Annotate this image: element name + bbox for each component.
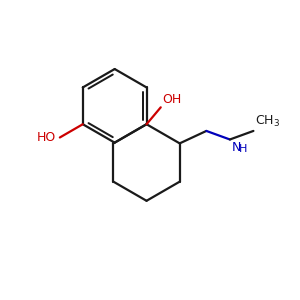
Text: CH$_3$: CH$_3$ [255, 113, 280, 129]
Text: N: N [231, 141, 241, 154]
Text: OH: OH [162, 93, 182, 106]
Text: H: H [239, 144, 248, 154]
Text: HO: HO [37, 131, 56, 144]
